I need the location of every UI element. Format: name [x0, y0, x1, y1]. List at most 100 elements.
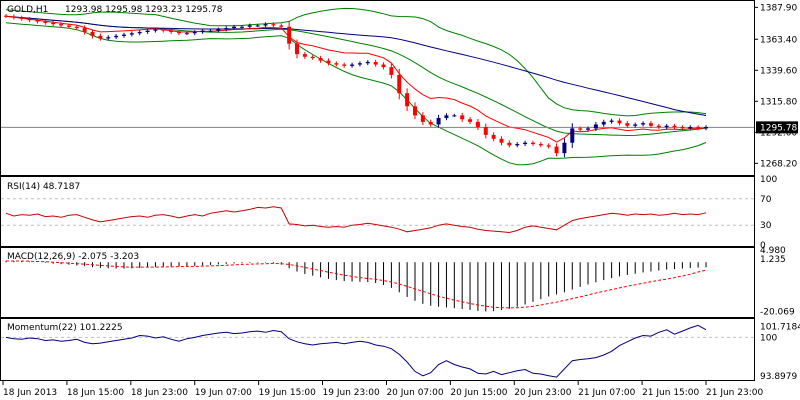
candle-body	[295, 43, 300, 55]
candle	[59, 22, 64, 28]
candle-body	[562, 142, 567, 154]
time-tick-label: 21 Jun 23:00	[706, 388, 763, 398]
candle	[19, 15, 24, 21]
candle	[397, 68, 402, 100]
candle-body	[342, 64, 347, 66]
candle-body	[137, 31, 142, 34]
candle-body	[239, 26, 244, 28]
time-tick-label: 19 Jun 15:00	[259, 388, 316, 398]
candle	[704, 125, 708, 131]
candle	[279, 23, 284, 29]
candle-body	[578, 128, 583, 130]
candle-body	[232, 26, 237, 29]
rsi-line	[5, 206, 707, 234]
candle	[326, 58, 331, 66]
time-tick-label: 19 Jun 23:00	[323, 388, 380, 398]
time-tick-label: 18 Jun 15:00	[67, 388, 124, 398]
candle-body	[412, 106, 417, 116]
candle	[35, 18, 40, 24]
candle	[452, 113, 457, 117]
candle	[98, 33, 103, 41]
candle	[302, 51, 307, 59]
candle-body	[515, 144, 520, 146]
candle	[255, 23, 260, 28]
candle	[342, 62, 347, 68]
candle	[82, 25, 87, 35]
macd-panel-frame	[0, 247, 755, 318]
candle-body	[586, 128, 591, 130]
candle	[271, 22, 276, 28]
candle	[475, 119, 480, 130]
candle	[420, 112, 425, 126]
candle-body	[664, 125, 669, 128]
candle	[216, 27, 221, 33]
candle-body	[350, 64, 355, 66]
time-tick-label: 18 Jun 23:00	[131, 388, 188, 398]
candle-body	[279, 25, 284, 27]
candle	[648, 120, 653, 129]
rsi-title: RSI(14) 48.7187	[7, 182, 80, 192]
candle	[523, 140, 528, 146]
candle	[672, 123, 677, 129]
candle-body	[546, 145, 551, 147]
macd-axis-label: -20.069	[760, 307, 795, 317]
candle	[546, 143, 551, 149]
candle-body	[672, 125, 677, 128]
momentum-title: Momentum(22) 101.2225	[7, 323, 123, 333]
candle-body	[633, 124, 638, 126]
candle	[137, 30, 142, 36]
candle-body	[74, 26, 79, 29]
time-tick-label: 18 Jun 2013	[3, 388, 57, 398]
momentum-axis-label: 100	[760, 333, 777, 343]
candle	[688, 125, 693, 131]
candle-body	[530, 142, 535, 145]
price-tick-label: 1268.20	[760, 159, 797, 169]
candle	[357, 61, 362, 67]
candle	[468, 117, 473, 125]
candle	[169, 28, 174, 34]
candle	[428, 119, 433, 127]
candle	[680, 125, 685, 131]
candle	[208, 29, 213, 33]
candle-body	[704, 127, 708, 129]
candle-body	[625, 123, 630, 126]
candle-body	[688, 127, 693, 129]
candle	[232, 24, 237, 30]
candle-body	[161, 29, 166, 31]
candle-body	[609, 120, 614, 122]
candle	[247, 23, 252, 29]
candle-body	[4, 15, 8, 17]
last-price-tag: 1295.78	[756, 121, 798, 134]
candle-body	[169, 30, 174, 32]
candle	[287, 20, 292, 50]
candle-body	[405, 93, 410, 107]
candle-body	[428, 121, 433, 125]
candle-body	[27, 18, 32, 21]
candle-body	[420, 115, 425, 122]
candle-body	[381, 64, 386, 68]
candle	[593, 121, 598, 131]
candle	[184, 31, 189, 35]
candle-body	[184, 33, 189, 35]
rsi-layer: 100 70 30 0	[1, 175, 777, 251]
candle-body	[153, 29, 158, 31]
candle	[66, 23, 71, 29]
candle-body	[247, 25, 252, 27]
candle	[192, 30, 197, 36]
candle	[318, 55, 323, 63]
candle	[586, 126, 591, 132]
candle-body	[310, 56, 315, 59]
candle	[641, 121, 646, 127]
candle-body	[357, 63, 362, 65]
candle	[562, 138, 567, 158]
candle	[51, 20, 56, 27]
candle-body	[656, 125, 661, 128]
candle-body	[287, 26, 292, 44]
candle-body	[389, 67, 394, 75]
candle-body	[499, 138, 504, 143]
candle-body	[90, 31, 95, 36]
time-axis: 18 Jun 2013 18 Jun 15:00 18 Jun 23:00 19 Ju…	[2, 381, 763, 398]
price-tick-label: 1387.90	[760, 3, 797, 13]
